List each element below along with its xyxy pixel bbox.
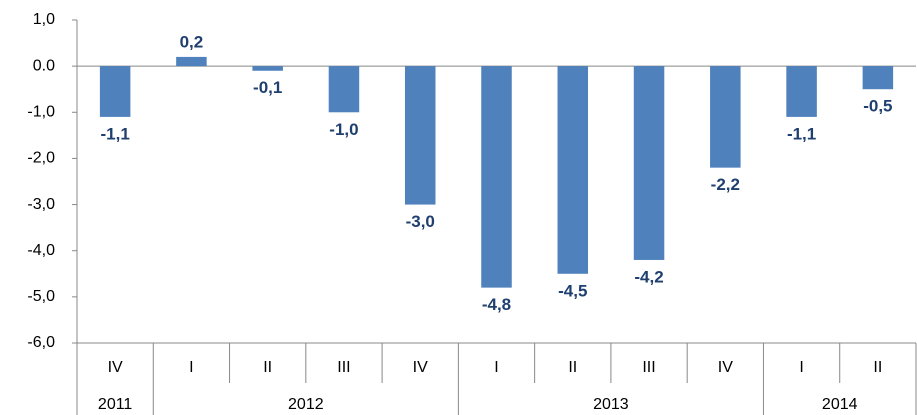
value-label: -0,5	[863, 97, 892, 116]
bar	[404, 66, 436, 205]
bar	[633, 66, 665, 260]
x-tick-label: IV	[718, 359, 733, 376]
x-tick-label: III	[642, 359, 655, 376]
x-tick-label: IV	[413, 359, 428, 376]
group-label: 2012	[288, 396, 324, 413]
value-label: -2,2	[711, 175, 740, 194]
value-label: -4,5	[558, 281, 587, 300]
value-label: -0,1	[253, 78, 282, 97]
value-label: -1,1	[100, 124, 129, 143]
bar	[176, 56, 207, 67]
y-tick-label: -5,0	[27, 288, 55, 305]
x-tick-label: III	[337, 359, 350, 376]
bar	[328, 66, 360, 113]
bar	[481, 66, 512, 288]
x-tick-label: I	[189, 359, 193, 376]
y-tick-label: -3,0	[27, 196, 55, 213]
value-label: -4,8	[482, 295, 511, 314]
value-label: -1,0	[329, 120, 358, 139]
group-label: 2013	[593, 396, 629, 413]
x-tick-label: I	[799, 359, 803, 376]
y-tick-label: -1,0	[27, 104, 55, 121]
value-label: -1,1	[787, 124, 816, 143]
y-tick-label: -6,0	[27, 334, 55, 351]
y-tick-label: 1,0	[33, 11, 55, 28]
value-label: 0,2	[180, 32, 204, 51]
x-tick-label: IV	[108, 359, 123, 376]
x-tick-label: II	[263, 359, 272, 376]
group-label: 2011	[98, 396, 133, 413]
value-label: -3,0	[406, 212, 435, 231]
bar	[710, 66, 741, 168]
x-tick-label: II	[568, 359, 577, 376]
y-tick-label: -4,0	[27, 242, 55, 259]
bar	[99, 66, 131, 117]
bar	[786, 66, 817, 117]
y-tick-label: -2,0	[27, 150, 55, 167]
bar	[252, 66, 283, 71]
group-label: 2014	[822, 396, 858, 413]
x-tick-label: I	[494, 359, 498, 376]
x-tick-label: II	[873, 359, 882, 376]
value-label: -4,2	[634, 267, 663, 286]
bar	[862, 66, 894, 90]
y-tick-label: 0.0	[33, 57, 55, 74]
bar	[557, 66, 589, 274]
